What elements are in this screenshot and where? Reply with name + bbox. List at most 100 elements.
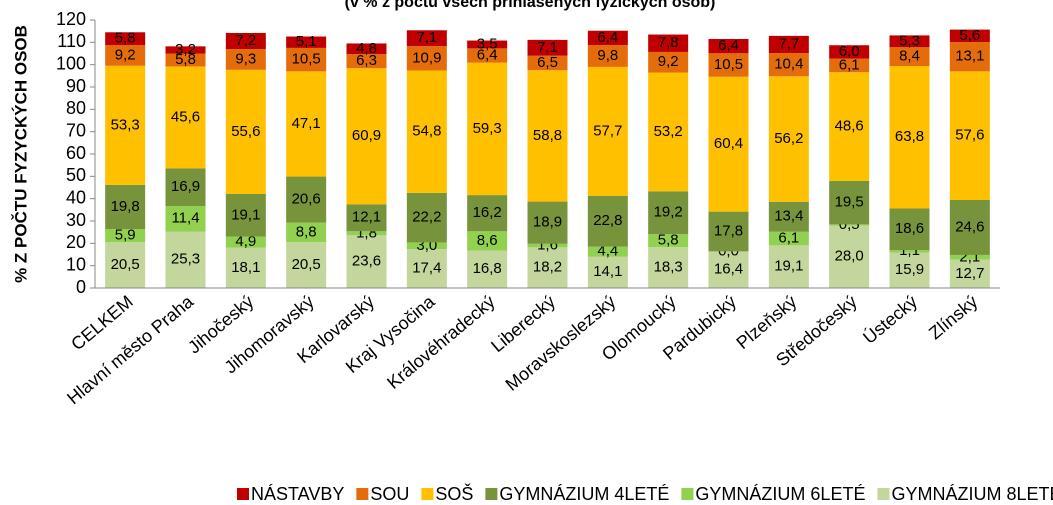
bar-segment	[286, 242, 327, 288]
bar-segment	[527, 55, 568, 71]
bar-segment	[467, 250, 508, 288]
bar-segment	[286, 222, 327, 243]
bar-segment	[949, 42, 990, 72]
bar-segment	[225, 193, 266, 237]
bar-segment	[527, 247, 568, 288]
bar-segment	[165, 231, 206, 288]
bar-segment	[165, 53, 206, 67]
bar-segment	[587, 45, 628, 67]
value-label: 53,3	[111, 116, 140, 133]
bar-segment	[889, 250, 930, 253]
value-label: 6,1	[839, 56, 860, 73]
value-label: 58,8	[533, 127, 562, 144]
bar-segment	[889, 208, 930, 251]
bar-segment	[708, 211, 749, 252]
bar-segment	[708, 251, 749, 288]
value-label: 17,8	[714, 222, 743, 239]
bar-segment	[165, 46, 206, 54]
legend-label: SOŠ	[435, 483, 473, 504]
bar-segment	[527, 201, 568, 244]
value-label: 7,1	[416, 29, 437, 46]
value-label: 7,7	[778, 35, 799, 52]
bar-segment	[406, 242, 447, 250]
bar-segment	[346, 54, 387, 69]
bar-segment	[105, 45, 146, 66]
bar-segment	[527, 39, 568, 56]
value-label: 6,4	[477, 46, 498, 63]
bar-segment	[829, 45, 870, 59]
value-label: 16,4	[714, 261, 743, 278]
value-label: 22,8	[593, 212, 622, 229]
bar-segment	[768, 231, 809, 246]
bar-segment	[829, 72, 870, 181]
value-label: 19,5	[835, 194, 864, 211]
value-label: 22,2	[412, 209, 441, 226]
bar-segment	[286, 36, 327, 48]
bar-segment	[889, 47, 930, 67]
bar-segment	[829, 180, 870, 225]
bar-segment	[225, 69, 266, 194]
y-tick-label: 50	[66, 165, 86, 185]
bar-segment	[225, 49, 266, 70]
value-label: 19,1	[774, 258, 803, 275]
value-label: 6,0	[839, 43, 860, 60]
value-label: 63,8	[895, 128, 924, 145]
bar-segment	[949, 259, 990, 288]
bar-segment	[587, 30, 628, 46]
bar-segment	[165, 206, 206, 232]
bar-segment	[467, 62, 508, 196]
bar-segment	[346, 235, 387, 288]
value-label: 8,6	[477, 232, 498, 249]
bar-segment	[527, 243, 568, 248]
value-label: 18,6	[895, 220, 924, 237]
value-label: 5,8	[115, 30, 136, 47]
bar-segment	[648, 234, 689, 248]
value-label: 5,9	[115, 227, 136, 244]
value-label: 16,2	[473, 204, 502, 221]
value-label: 19,2	[654, 204, 683, 221]
bar-segment	[708, 53, 749, 77]
bar-segment	[768, 245, 809, 288]
y-tick-label: 60	[66, 143, 86, 163]
legend-swatch	[681, 488, 694, 500]
legend-swatch	[237, 488, 249, 500]
bar-segment	[587, 246, 628, 257]
value-label: 7,8	[658, 34, 679, 51]
y-tick-label: 110	[57, 31, 86, 51]
bar-segment	[105, 184, 146, 230]
bar-segment	[346, 231, 387, 236]
value-label: 24,6	[955, 218, 984, 235]
y-tick-label: 120	[56, 9, 86, 29]
value-label: 7,2	[235, 32, 256, 49]
y-axis-label: % Z POČTU FYZYCKÝCH OSOB	[11, 25, 30, 283]
bar-segment	[225, 236, 266, 248]
value-label: 10,5	[714, 56, 743, 73]
value-label: 20,5	[292, 256, 321, 273]
bar-segment	[648, 72, 689, 192]
legend-swatch	[877, 488, 890, 500]
value-label: 9,2	[658, 53, 679, 70]
value-label: 12,1	[352, 209, 381, 226]
bar-segment	[105, 65, 146, 185]
value-label: 4,4	[597, 243, 618, 260]
bar-segment	[105, 32, 146, 46]
bar-segment	[648, 247, 689, 288]
bar-segment	[467, 48, 508, 63]
bar-segment	[648, 51, 689, 73]
value-label: 18,3	[654, 259, 683, 276]
value-label: 18,1	[231, 259, 260, 276]
bar-segment	[949, 71, 990, 201]
value-label: 25,3	[171, 251, 200, 268]
bar-segment	[467, 40, 508, 49]
bar-segment	[587, 195, 628, 247]
value-label: 9,2	[115, 46, 136, 63]
x-tick-label: Zlínský	[925, 291, 982, 343]
bar-segment	[768, 53, 809, 77]
value-label: 6,3	[356, 52, 377, 69]
legend-swatch	[356, 488, 369, 500]
legend-swatch	[485, 488, 498, 500]
value-label: 23,6	[352, 253, 381, 270]
y-tick-label: 20	[66, 232, 86, 252]
value-label: 15,9	[895, 261, 924, 278]
bar-segment	[889, 35, 930, 48]
